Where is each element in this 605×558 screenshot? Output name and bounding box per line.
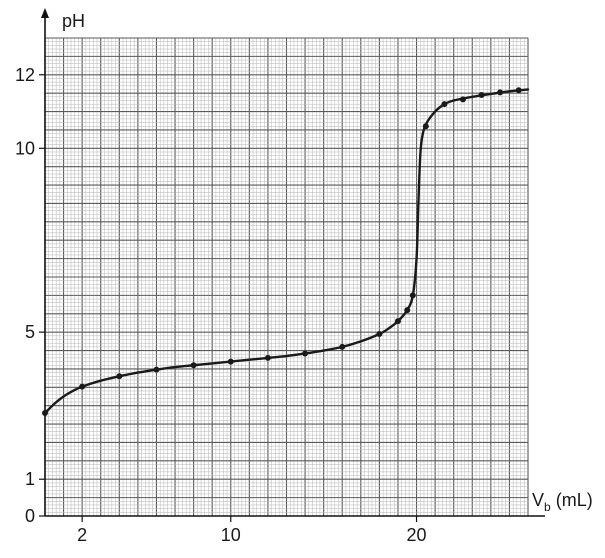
data-point <box>116 373 123 380</box>
y-tick-label: 0 <box>25 506 35 526</box>
x-axis-label-main: V <box>532 490 544 510</box>
data-point <box>515 87 522 94</box>
y-axis-arrow-icon <box>41 8 49 18</box>
data-point <box>153 366 160 373</box>
data-point <box>441 101 448 108</box>
data-point <box>459 96 466 103</box>
axes <box>41 8 545 517</box>
x-tick-label: 2 <box>77 525 87 545</box>
y-tick-label: 5 <box>25 322 35 342</box>
data-point <box>42 410 48 417</box>
x-axis-label-unit: (mL) <box>551 490 593 510</box>
data-point <box>409 292 416 299</box>
data-point <box>394 318 401 325</box>
data-point <box>339 343 346 350</box>
data-point <box>478 91 485 98</box>
y-tick-label: 1 <box>25 469 35 489</box>
x-axis-label: Vb (mL) <box>532 490 593 514</box>
tick-labels: 2 10 20 0 1 5 10 12 <box>15 65 427 545</box>
data-point <box>376 330 383 337</box>
data-point <box>422 123 429 130</box>
y-tick-label: 10 <box>15 138 35 158</box>
data-point <box>302 350 309 357</box>
x-tick-label: 20 <box>407 525 427 545</box>
data-point <box>404 307 411 314</box>
data-point <box>190 362 197 369</box>
y-axis-label: pH <box>62 11 85 31</box>
x-axis-label-sub: b <box>544 500 551 514</box>
data-point <box>497 89 504 96</box>
x-tick-label: 10 <box>221 525 241 545</box>
grid <box>44 37 529 517</box>
data-point <box>264 354 271 361</box>
y-tick-label: 12 <box>15 65 35 85</box>
data-point <box>79 383 86 390</box>
points-layer <box>42 87 522 417</box>
data-point <box>227 358 234 365</box>
